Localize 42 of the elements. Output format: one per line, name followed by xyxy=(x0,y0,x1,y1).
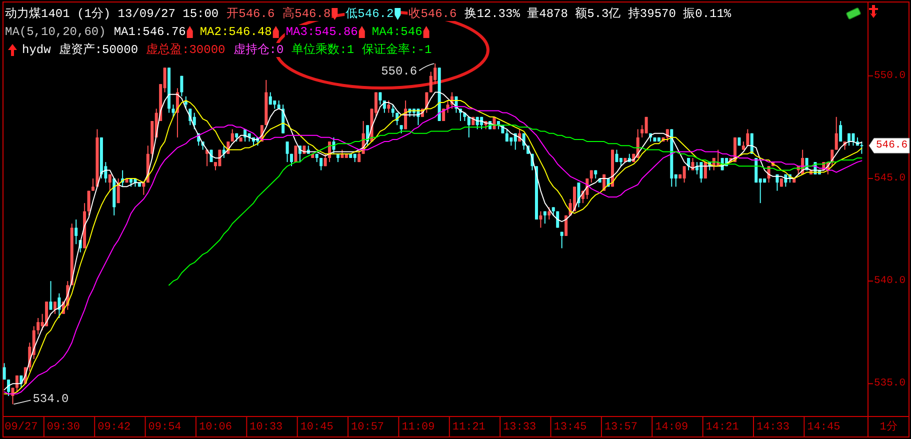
x-tick: 13:57 xyxy=(604,421,638,434)
x-tick: 13:45 xyxy=(554,421,587,434)
value-label-text: 550.6 xyxy=(381,64,418,79)
x-tick: 14:21 xyxy=(706,421,739,434)
legend-entry: MA2:546.48 xyxy=(200,25,272,39)
value-label-text: 534.0 xyxy=(32,392,69,406)
annotation: 虚总盈:30000 xyxy=(146,43,226,57)
y-tick: 550.0 xyxy=(874,70,906,82)
annotation: hydw xyxy=(22,43,51,57)
x-tick: 14:33 xyxy=(756,421,790,434)
y-tick: 545.0 xyxy=(874,172,906,184)
x-tick: 09:54 xyxy=(148,421,182,434)
x-tick: 10:57 xyxy=(351,421,384,434)
annotation: 低546.2 xyxy=(346,7,394,21)
annotation: 虚资产:50000 xyxy=(58,43,138,57)
x-tick: 10:33 xyxy=(250,421,283,434)
title: 动力煤1401 (1分) 13/09/27 15:00 xyxy=(5,7,219,21)
legend-entry: MA4:546 xyxy=(372,25,422,39)
x-label: 1分 xyxy=(880,421,898,434)
legend-title: MA(5,10,20,60) xyxy=(5,25,106,39)
x-tick: 14:45 xyxy=(807,421,840,434)
annotation: 换12.33% 量4878 额5.3亿 持39570 振0.11% xyxy=(464,7,732,21)
legend-entry: MA1:546.76 xyxy=(114,25,186,39)
x-tick: 13:33 xyxy=(503,421,536,434)
x-tick: 09:42 xyxy=(98,421,131,434)
x-tick: 11:09 xyxy=(402,421,435,434)
annotation: 虚持仓:0 xyxy=(233,43,284,57)
x-tick: 09:30 xyxy=(46,421,80,434)
annotation: 单位乘数:1 xyxy=(292,43,354,57)
value-label-text: 546.6 xyxy=(876,140,908,152)
x-tick: 14:09 xyxy=(655,421,688,434)
annotation: 开546.6 xyxy=(226,7,275,21)
y-tick: 535.0 xyxy=(874,378,906,390)
x-tick: 11:21 xyxy=(452,421,486,434)
x-tick: 10:06 xyxy=(198,421,232,434)
x-tick: 10:45 xyxy=(300,421,334,434)
y-tick: 540.0 xyxy=(874,275,906,288)
annotation: 高546.8 xyxy=(282,7,331,21)
annotation: 保证金率:-1 xyxy=(362,43,432,57)
annotation: 收546.6 xyxy=(408,7,457,21)
x-tick: 09/27 xyxy=(4,421,38,434)
legend-entry: MA3:545.86 xyxy=(286,25,358,39)
